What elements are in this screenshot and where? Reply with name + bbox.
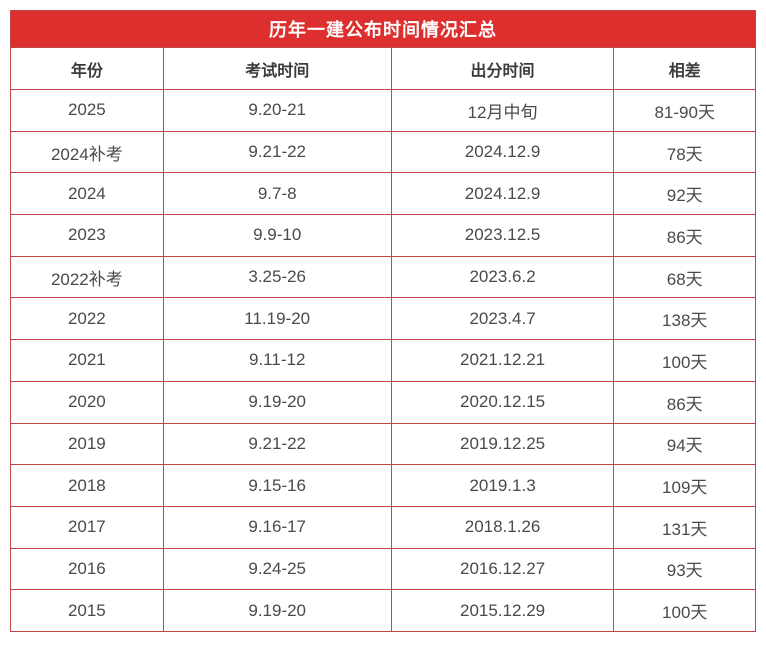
table-cell: 2017 (10, 505, 164, 549)
table-cell: 2015 (10, 589, 164, 632)
table-cell: 109天 (613, 464, 756, 507)
table-cell: 2024.12.9 (390, 172, 615, 216)
table-cell: 100天 (613, 589, 756, 632)
table-row: 2015 9.19-20 2015.12.29 100天 (10, 589, 756, 632)
table-cell: 2025 (10, 89, 164, 132)
table-cell: 2023.4.7 (390, 297, 615, 341)
table-cell: 92天 (613, 172, 756, 216)
table-cell: 78天 (613, 130, 756, 174)
table-cell: 11.19-20 (162, 297, 392, 341)
table-cell: 2019.1.3 (390, 464, 615, 507)
table-cell: 2018.1.26 (390, 505, 615, 549)
table-cell: 86天 (613, 380, 756, 424)
table-cell: 3.25-26 (162, 255, 392, 299)
table-cell: 138天 (613, 297, 756, 341)
table-cell: 81-90天 (613, 89, 756, 132)
table-cell: 2020.12.15 (390, 380, 615, 424)
table-title-row: 历年一建公布时间情况汇总 (10, 10, 756, 48)
table-row: 2024 9.7-8 2024.12.9 92天 (10, 172, 756, 216)
table-cell: 93天 (613, 547, 756, 591)
table-cell: 12月中旬 (390, 89, 615, 132)
table-row: 2019 9.21-22 2019.12.25 94天 (10, 422, 756, 466)
table-cell: 9.24-25 (162, 547, 392, 591)
table-cell: 9.11-12 (162, 339, 392, 382)
table-row: 2024补考 9.21-22 2024.12.9 78天 (10, 130, 756, 174)
table-cell: 9.19-20 (162, 380, 392, 424)
table-cell: 9.21-22 (162, 130, 392, 174)
table-cell: 94天 (613, 422, 756, 466)
table-cell: 2024.12.9 (390, 130, 615, 174)
column-header-year: 年份 (10, 47, 164, 90)
table-row: 2017 9.16-17 2018.1.26 131天 (10, 505, 756, 549)
column-header-exam-time: 考试时间 (162, 47, 392, 90)
table-cell: 2019.12.25 (390, 422, 615, 466)
table-header-row: 年份 考试时间 出分时间 相差 (10, 47, 756, 90)
table-cell: 9.16-17 (162, 505, 392, 549)
table-cell: 2019 (10, 422, 164, 466)
table-cell: 2020 (10, 380, 164, 424)
table-row: 2018 9.15-16 2019.1.3 109天 (10, 464, 756, 507)
table-cell: 2022 (10, 297, 164, 341)
table-row: 2025 9.20-21 12月中旬 81-90天 (10, 89, 756, 132)
table-cell: 9.21-22 (162, 422, 392, 466)
table-row: 2021 9.11-12 2021.12.21 100天 (10, 339, 756, 382)
table-cell: 9.9-10 (162, 214, 392, 257)
table-title: 历年一建公布时间情况汇总 (10, 10, 756, 48)
column-header-difference: 相差 (613, 47, 756, 90)
table-cell: 2023.6.2 (390, 255, 615, 299)
table-cell: 2022补考 (10, 255, 164, 299)
table-cell: 131天 (613, 505, 756, 549)
table-cell: 9.15-16 (162, 464, 392, 507)
table-cell: 2024补考 (10, 130, 164, 174)
table-cell: 9.7-8 (162, 172, 392, 216)
table-cell: 100天 (613, 339, 756, 382)
table-cell: 2021 (10, 339, 164, 382)
table-cell: 68天 (613, 255, 756, 299)
table-cell: 2016.12.27 (390, 547, 615, 591)
table-cell: 9.20-21 (162, 89, 392, 132)
exam-dates-table: 历年一建公布时间情况汇总 年份 考试时间 出分时间 相差 2025 9.20-21… (10, 10, 756, 632)
table-body: 2025 9.20-21 12月中旬 81-90天 2024补考 9.21-22 2024.… (10, 89, 756, 632)
table-cell: 86天 (613, 214, 756, 257)
table-cell: 2023 (10, 214, 164, 257)
table-cell: 2015.12.29 (390, 589, 615, 632)
table-row: 2023 9.9-10 2023.12.5 86天 (10, 214, 756, 257)
table-row: 2022补考 3.25-26 2023.6.2 68天 (10, 255, 756, 299)
table-cell: 9.19-20 (162, 589, 392, 632)
table-cell: 2016 (10, 547, 164, 591)
table-cell: 2023.12.5 (390, 214, 615, 257)
table-cell: 2018 (10, 464, 164, 507)
table-cell: 2021.12.21 (390, 339, 615, 382)
table-row: 2022 11.19-20 2023.4.7 138天 (10, 297, 756, 341)
table-row: 2016 9.24-25 2016.12.27 93天 (10, 547, 756, 591)
table-row: 2020 9.19-20 2020.12.15 86天 (10, 380, 756, 424)
column-header-score-release-time: 出分时间 (390, 47, 615, 90)
table-cell: 2024 (10, 172, 164, 216)
exam-dates-table-container: 历年一建公布时间情况汇总 年份 考试时间 出分时间 相差 2025 9.20-21… (10, 10, 756, 632)
